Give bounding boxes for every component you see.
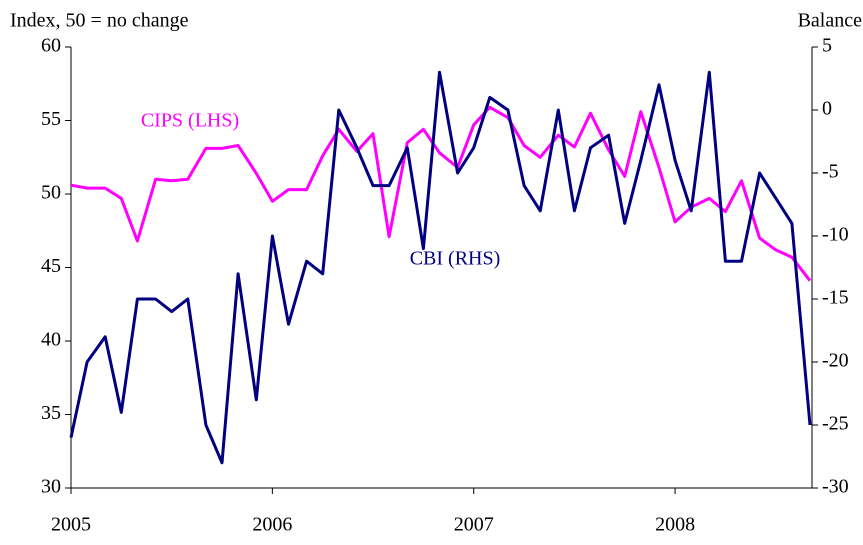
x-tick-label: 2007	[454, 514, 494, 536]
y2-tick-label: -10	[822, 224, 849, 246]
y-tick-label: 55	[41, 108, 61, 130]
x-tick-label: 2006	[252, 514, 292, 536]
series-label: CBI (RHS)	[410, 248, 501, 270]
line-series	[69, 70, 812, 465]
y2-tick-label: -25	[822, 413, 849, 435]
y2-tick-label: -20	[822, 350, 849, 372]
y2-tick-label: 5	[822, 35, 832, 57]
series-label: CIPS (LHS)	[141, 110, 239, 132]
y-tick-label: 60	[41, 35, 61, 57]
y-tick-label: 40	[41, 329, 61, 351]
x-tick-label: 2008	[655, 514, 695, 536]
y-tick-label: 50	[41, 182, 61, 204]
y2-tick-label: -15	[822, 287, 849, 309]
y2-tick-label: -5	[822, 161, 839, 183]
line-series	[70, 105, 812, 282]
y-tick-label: 35	[41, 402, 61, 424]
y2-tick-label: -30	[822, 476, 849, 498]
y-tick-label: 45	[41, 255, 61, 277]
y2-tick-label: 0	[822, 98, 832, 120]
y-axis-title: Index, 50 = no change	[10, 10, 189, 32]
x-tick-label: 2005	[51, 514, 91, 536]
y-tick-label: 30	[41, 476, 61, 498]
y2-axis-title: Balance	[798, 10, 863, 32]
